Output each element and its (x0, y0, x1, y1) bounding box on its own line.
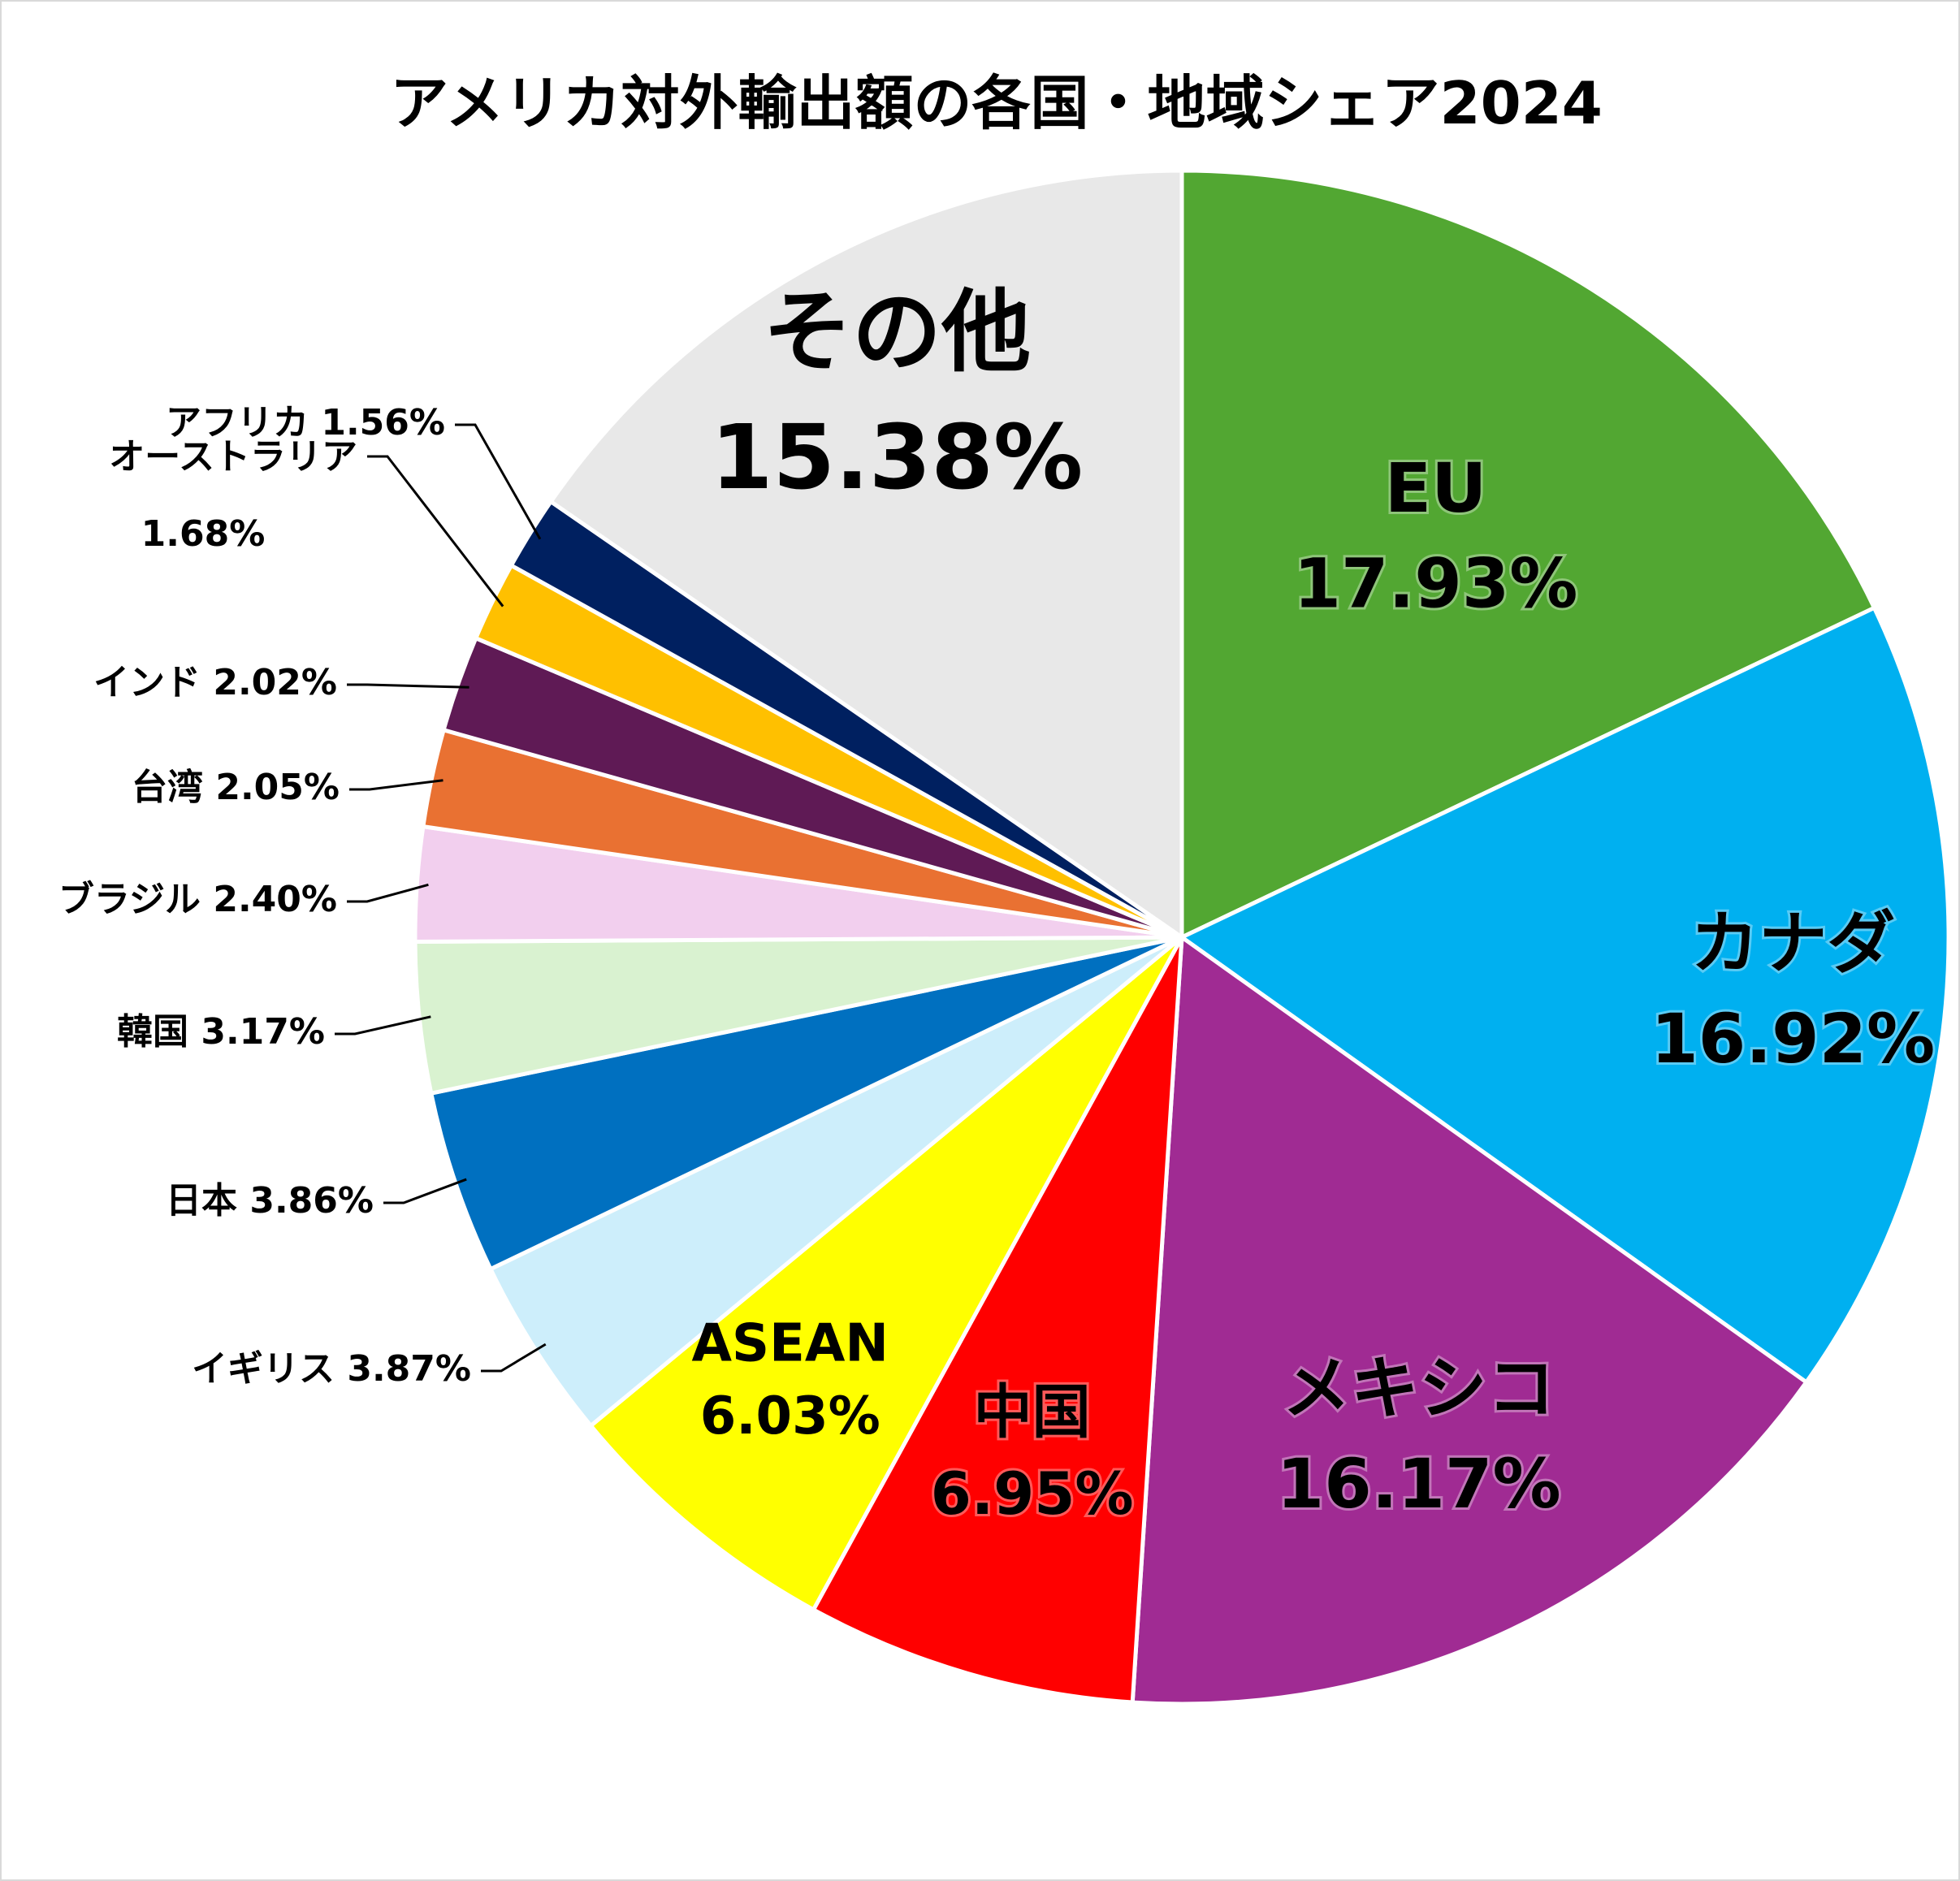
slice-value-13: 15.38% (711, 405, 1083, 509)
slice-label-12: アフリカ 1.56% (166, 402, 445, 443)
slice-4 (587, 936, 1184, 1613)
slice-value-2: 16.17% (1277, 1444, 1561, 1524)
pie-slices (413, 168, 1951, 1706)
slice-label-2: メキシコ (1283, 1348, 1555, 1428)
slice-2 (1130, 933, 1810, 1706)
slice-value-4: 6.03% (700, 1386, 880, 1446)
leader-lines (335, 423, 547, 1373)
slice-label-4: ASEAN (691, 1313, 888, 1373)
slice-label-9: 台湾 2.05% (132, 767, 340, 808)
leader-line-7 (335, 1015, 431, 1036)
leader-line-10 (347, 683, 469, 689)
slice-label-1: カナダ (1690, 904, 1895, 984)
leader-line-12 (455, 423, 542, 540)
slice-label-6: 日本 3.86% (166, 1180, 374, 1222)
slice-1 (1178, 605, 1951, 1386)
slice-3 (811, 936, 1184, 1705)
slice-0 (1179, 168, 1877, 940)
slice-label-10: インド 2.02% (93, 662, 337, 703)
slice-value-1: 16.92% (1651, 999, 1935, 1079)
slice-label-11: オーストラリア (109, 436, 357, 478)
leader-line-6 (383, 1178, 467, 1204)
slice-13 (547, 168, 1184, 941)
leader-line-5 (481, 1343, 547, 1373)
slice-value-11: 1.68% (141, 513, 266, 555)
slice-label-5: イギリス 3.87% (192, 1348, 471, 1390)
slice-label-0: EU (1385, 448, 1487, 528)
slice-labels: EU 17.93% カナダ 16.92% メキシコ 16.17% 中国 6.95% ASEAN 6… (58, 280, 1937, 1530)
slice-value-0: 17.93% (1294, 543, 1578, 623)
leader-line-8 (347, 883, 429, 903)
leader-line-11 (367, 455, 504, 608)
slice-label-8: ブラジル 2.40% (58, 879, 337, 920)
chart-title: アメリカ対外輸出額の各国・地域シェア2024 (390, 69, 1603, 137)
slice-label-3: 中国 (974, 1377, 1091, 1446)
slice-value-3: 6.95% (931, 1459, 1134, 1528)
slice-label-13: その他 (763, 280, 1031, 384)
leader-line-9 (349, 779, 443, 791)
slice-label-7: 韓国 3.17% (117, 1011, 325, 1053)
